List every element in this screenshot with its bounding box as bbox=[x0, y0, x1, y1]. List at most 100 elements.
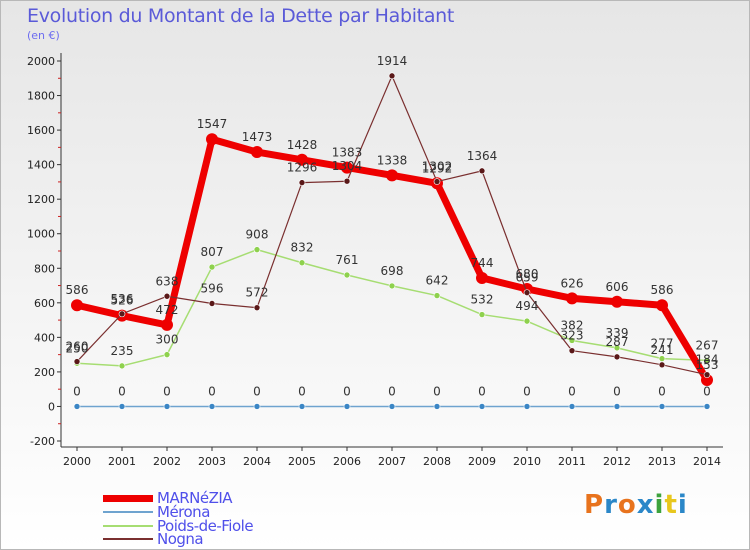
data-label: 1383 bbox=[332, 146, 363, 160]
legend-item-poids-de-fiole[interactable]: Poids-de-Fiole bbox=[103, 517, 254, 535]
x-tick-label: 2013 bbox=[648, 455, 676, 468]
data-point-poids-de-fiole bbox=[613, 344, 621, 352]
data-point-poids-de-fiole bbox=[298, 259, 306, 267]
data-label: 0 bbox=[433, 384, 441, 398]
data-point-poids-de-fiole bbox=[478, 311, 486, 318]
data-label: 638 bbox=[156, 274, 179, 288]
x-tick-label: 2014 bbox=[693, 455, 721, 468]
data-point-marn-zia bbox=[341, 161, 353, 174]
data-point-marn-zia bbox=[386, 169, 398, 182]
logo-letter: i bbox=[654, 490, 665, 520]
data-point-marn-zia bbox=[701, 374, 713, 387]
data-point-poids-de-fiole bbox=[523, 317, 531, 325]
y-tick-label: 600 bbox=[34, 297, 55, 310]
logo-letter: x bbox=[636, 490, 655, 520]
data-label: 596 bbox=[201, 282, 224, 296]
data-label: 698 bbox=[381, 264, 404, 278]
data-label: 744 bbox=[471, 256, 494, 270]
data-point-poids-de-fiole bbox=[208, 263, 216, 271]
proxiti-logo[interactable]: Proxiti bbox=[584, 490, 688, 520]
data-label: 241 bbox=[651, 343, 674, 357]
data-label: 1914 bbox=[377, 54, 408, 68]
data-point-marn-zia bbox=[656, 299, 668, 312]
data-point-nogna bbox=[433, 178, 441, 185]
data-label: 277 bbox=[651, 337, 674, 351]
logo-letter: P bbox=[584, 490, 605, 520]
data-label: 382 bbox=[561, 318, 584, 332]
data-label: 761 bbox=[336, 253, 359, 267]
data-point-marn-zia bbox=[71, 299, 83, 312]
y-tick-label: -200 bbox=[30, 435, 55, 448]
data-point-poids-de-fiole bbox=[118, 362, 126, 370]
x-tick-label: 2012 bbox=[603, 455, 631, 468]
legend-label-nogna: Nogna bbox=[157, 530, 204, 548]
x-tick-label: 2000 bbox=[63, 455, 91, 468]
y-tick-label: 200 bbox=[34, 366, 55, 379]
data-point-marn-zia bbox=[251, 146, 263, 159]
data-label: 235 bbox=[111, 344, 134, 358]
logo-letter: r bbox=[604, 490, 618, 520]
data-point-m-rona bbox=[163, 403, 171, 410]
data-point-poids-de-fiole bbox=[253, 246, 261, 253]
data-point-m-rona bbox=[613, 403, 621, 410]
data-label: 532 bbox=[471, 293, 494, 307]
data-label: 267 bbox=[696, 338, 719, 352]
data-point-nogna bbox=[298, 179, 306, 186]
data-point-m-rona bbox=[568, 403, 576, 410]
data-point-m-rona bbox=[433, 403, 441, 410]
data-label: 526 bbox=[111, 294, 134, 308]
data-point-nogna bbox=[658, 361, 666, 369]
data-point-nogna bbox=[388, 72, 396, 80]
series-layer bbox=[71, 72, 713, 410]
chart-title: Evolution du Montant de la Dette par Hab… bbox=[27, 5, 455, 27]
data-point-m-rona bbox=[253, 403, 261, 410]
x-tick-label: 2002 bbox=[153, 455, 181, 468]
data-label: 0 bbox=[658, 384, 666, 398]
legend-label-poids-de-fiole: Poids-de-Fiole bbox=[157, 517, 254, 535]
data-point-m-rona bbox=[703, 403, 711, 410]
data-point-nogna bbox=[703, 371, 711, 378]
data-label: 1338 bbox=[377, 153, 408, 167]
data-label: 0 bbox=[163, 384, 171, 398]
data-point-m-rona bbox=[73, 403, 81, 410]
data-point-m-rona bbox=[388, 403, 396, 410]
data-label: 642 bbox=[426, 274, 449, 288]
data-label: 832 bbox=[291, 241, 314, 255]
y-tick-label: 2000 bbox=[27, 55, 55, 68]
x-tick-label: 2006 bbox=[333, 455, 361, 468]
legend-swatch-merona bbox=[103, 511, 153, 513]
data-label: 287 bbox=[606, 335, 629, 349]
data-point-nogna bbox=[163, 292, 171, 300]
data-label: 0 bbox=[208, 384, 216, 398]
legend-label-merona: Mérona bbox=[157, 503, 210, 521]
x-tick-label: 2011 bbox=[558, 455, 586, 468]
data-label: 572 bbox=[246, 286, 269, 300]
legend-item-marnezia[interactable]: MARNéZIA bbox=[103, 489, 233, 507]
data-label: 0 bbox=[523, 384, 531, 398]
data-label: 1428 bbox=[287, 138, 318, 152]
x-tick-label: 2001 bbox=[108, 455, 136, 468]
logo-letter: i bbox=[677, 490, 688, 520]
data-label: 0 bbox=[253, 384, 261, 398]
data-label: 626 bbox=[561, 276, 584, 290]
data-point-marn-zia bbox=[476, 271, 488, 284]
data-point-nogna bbox=[343, 177, 351, 185]
data-point-m-rona bbox=[478, 403, 486, 410]
legend-swatch-poids-de-fiole bbox=[103, 525, 153, 527]
data-label: 184 bbox=[696, 353, 719, 367]
data-label: 0 bbox=[478, 384, 486, 398]
data-label: 0 bbox=[73, 384, 81, 398]
legend-swatch-marnezia bbox=[103, 494, 153, 502]
data-point-poids-de-fiole bbox=[703, 357, 711, 364]
data-label: 250 bbox=[66, 341, 89, 355]
legend-item-nogna[interactable]: Nogna bbox=[103, 530, 204, 548]
data-label: 323 bbox=[561, 329, 584, 343]
data-point-m-rona bbox=[343, 403, 351, 410]
chart-subtitle: (en €) bbox=[27, 29, 60, 42]
data-point-nogna bbox=[613, 353, 621, 361]
data-label: 659 bbox=[516, 271, 539, 285]
legend-item-merona[interactable]: Mérona bbox=[103, 503, 210, 521]
y-tick-label: 1400 bbox=[27, 159, 55, 172]
data-point-nogna bbox=[478, 167, 486, 175]
y-tick-label: 1800 bbox=[27, 90, 55, 103]
